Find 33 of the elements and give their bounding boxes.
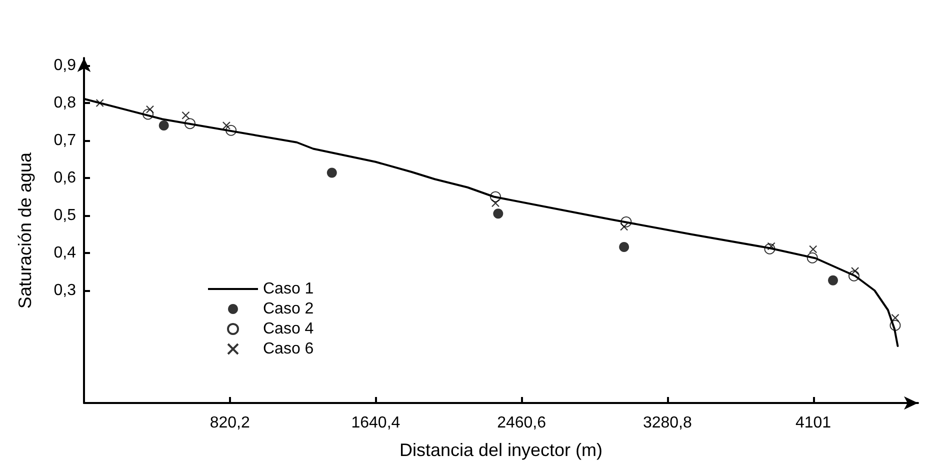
y-tick-label: 0,5 xyxy=(54,207,76,224)
x-tick-label: 4101 xyxy=(795,414,832,432)
point xyxy=(493,208,504,219)
y-tick-label: 0,6 xyxy=(54,170,76,186)
point xyxy=(891,314,900,322)
x-tick-label: 2460,6 xyxy=(497,414,546,432)
y-tick-label: 0,4 xyxy=(54,244,76,262)
point xyxy=(491,199,500,208)
legend-label: Caso 2 xyxy=(263,300,314,318)
point xyxy=(182,111,190,120)
point xyxy=(96,98,104,108)
x-axis-title: Distancia del inyector (m) xyxy=(399,440,603,460)
y-tick-label: 0,7 xyxy=(54,132,76,149)
point xyxy=(619,242,630,252)
y-tick-label: 0,9 xyxy=(54,57,76,74)
point xyxy=(850,266,860,276)
x-tick-label: 1640,4 xyxy=(351,414,400,432)
legend-label: Caso 6 xyxy=(263,340,314,358)
point xyxy=(326,168,337,178)
point xyxy=(146,105,154,114)
point xyxy=(808,245,818,254)
y-axis-title: Saturación de agua xyxy=(15,151,35,309)
x-tick-label: 3280,8 xyxy=(642,414,692,432)
y-tick-label: 0,3 xyxy=(54,282,76,299)
point xyxy=(767,242,776,250)
legend-label: Caso 4 xyxy=(263,320,314,338)
point xyxy=(222,121,231,130)
point xyxy=(620,222,628,231)
x-tick-label: 820,2 xyxy=(210,414,250,432)
point xyxy=(158,120,169,130)
point xyxy=(828,275,838,286)
legend-label: Caso 1 xyxy=(263,280,314,298)
y-tick-label: 0,8 xyxy=(54,94,76,112)
